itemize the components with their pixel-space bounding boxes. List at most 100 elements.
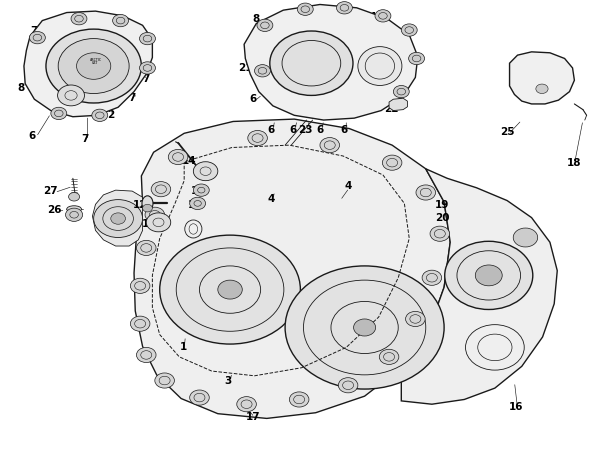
Circle shape bbox=[143, 204, 153, 212]
Text: CAT: CAT bbox=[93, 61, 99, 65]
Circle shape bbox=[58, 38, 129, 94]
Text: 21: 21 bbox=[238, 63, 253, 73]
Circle shape bbox=[257, 19, 273, 31]
Circle shape bbox=[475, 265, 502, 286]
Text: 25: 25 bbox=[500, 127, 514, 137]
Circle shape bbox=[270, 31, 353, 95]
Circle shape bbox=[394, 86, 409, 98]
Circle shape bbox=[430, 226, 449, 241]
Circle shape bbox=[94, 200, 143, 238]
Text: 7: 7 bbox=[286, 14, 293, 24]
Text: 6: 6 bbox=[289, 124, 297, 134]
Circle shape bbox=[169, 150, 188, 164]
Text: 20: 20 bbox=[435, 213, 449, 223]
Circle shape bbox=[51, 107, 67, 120]
Circle shape bbox=[536, 84, 548, 94]
Text: 3: 3 bbox=[224, 376, 232, 386]
Text: 6: 6 bbox=[28, 55, 35, 65]
Circle shape bbox=[409, 52, 425, 65]
Circle shape bbox=[131, 316, 150, 331]
Circle shape bbox=[111, 213, 126, 224]
Circle shape bbox=[46, 29, 142, 103]
Circle shape bbox=[137, 347, 156, 362]
Circle shape bbox=[66, 208, 83, 221]
Text: 17: 17 bbox=[245, 411, 260, 421]
Circle shape bbox=[406, 312, 425, 326]
Text: 7: 7 bbox=[261, 44, 268, 54]
Text: 12: 12 bbox=[133, 200, 147, 210]
Text: 5: 5 bbox=[129, 22, 136, 32]
Text: 11: 11 bbox=[188, 200, 202, 210]
Circle shape bbox=[29, 31, 45, 44]
Polygon shape bbox=[389, 98, 408, 111]
Text: 1: 1 bbox=[180, 342, 186, 352]
Polygon shape bbox=[24, 11, 153, 117]
Text: 6: 6 bbox=[267, 124, 275, 134]
Text: 15: 15 bbox=[200, 167, 215, 177]
Circle shape bbox=[513, 228, 538, 247]
Ellipse shape bbox=[67, 206, 82, 212]
Circle shape bbox=[140, 32, 156, 45]
Circle shape bbox=[155, 373, 174, 388]
Text: 7: 7 bbox=[80, 27, 87, 37]
Text: 10: 10 bbox=[191, 186, 205, 196]
Text: 5•9: 5•9 bbox=[99, 22, 120, 32]
Polygon shape bbox=[244, 4, 418, 120]
Text: 8: 8 bbox=[253, 14, 260, 24]
Ellipse shape bbox=[142, 196, 153, 211]
Circle shape bbox=[140, 62, 156, 74]
Text: 7: 7 bbox=[31, 27, 38, 37]
Text: ARCTIC: ARCTIC bbox=[89, 58, 102, 62]
Circle shape bbox=[422, 270, 441, 285]
Circle shape bbox=[189, 197, 205, 209]
Text: 24: 24 bbox=[362, 12, 377, 22]
Circle shape bbox=[444, 241, 533, 310]
Ellipse shape bbox=[358, 47, 402, 86]
Circle shape bbox=[375, 10, 391, 22]
Text: 19: 19 bbox=[435, 200, 449, 210]
Circle shape bbox=[193, 184, 209, 196]
Text: 2: 2 bbox=[107, 110, 115, 120]
Circle shape bbox=[189, 390, 209, 405]
Circle shape bbox=[337, 1, 352, 14]
Circle shape bbox=[137, 240, 156, 256]
Text: 26: 26 bbox=[47, 205, 62, 215]
Text: 4: 4 bbox=[267, 194, 275, 204]
Text: 8: 8 bbox=[17, 83, 25, 93]
Circle shape bbox=[402, 24, 417, 36]
Text: 23: 23 bbox=[298, 124, 313, 134]
Text: 6: 6 bbox=[249, 94, 256, 104]
Circle shape bbox=[218, 280, 242, 299]
Text: 24: 24 bbox=[329, 12, 343, 22]
Circle shape bbox=[145, 207, 165, 222]
Text: 27: 27 bbox=[44, 186, 58, 196]
Circle shape bbox=[151, 181, 171, 197]
Text: 13: 13 bbox=[142, 219, 156, 229]
Circle shape bbox=[248, 131, 267, 146]
Text: 6: 6 bbox=[363, 101, 370, 111]
Circle shape bbox=[254, 65, 270, 77]
Circle shape bbox=[383, 155, 402, 170]
Text: 7: 7 bbox=[357, 77, 364, 87]
Circle shape bbox=[237, 397, 256, 412]
Circle shape bbox=[131, 278, 150, 294]
Text: 7: 7 bbox=[82, 134, 89, 144]
Circle shape bbox=[92, 109, 108, 122]
Text: 6: 6 bbox=[29, 131, 36, 141]
Polygon shape bbox=[402, 169, 557, 404]
Text: 22: 22 bbox=[384, 104, 398, 114]
Circle shape bbox=[71, 12, 87, 25]
Polygon shape bbox=[134, 119, 450, 418]
Circle shape bbox=[58, 85, 85, 106]
Circle shape bbox=[354, 319, 376, 336]
Text: •: • bbox=[118, 24, 123, 30]
Text: 7: 7 bbox=[143, 74, 150, 84]
Text: 6: 6 bbox=[316, 124, 324, 134]
Circle shape bbox=[416, 185, 436, 200]
Circle shape bbox=[147, 213, 171, 232]
Text: 14: 14 bbox=[182, 156, 196, 166]
Circle shape bbox=[320, 138, 340, 153]
Text: 6: 6 bbox=[341, 124, 348, 134]
Text: 16: 16 bbox=[508, 402, 523, 412]
Circle shape bbox=[297, 3, 313, 15]
